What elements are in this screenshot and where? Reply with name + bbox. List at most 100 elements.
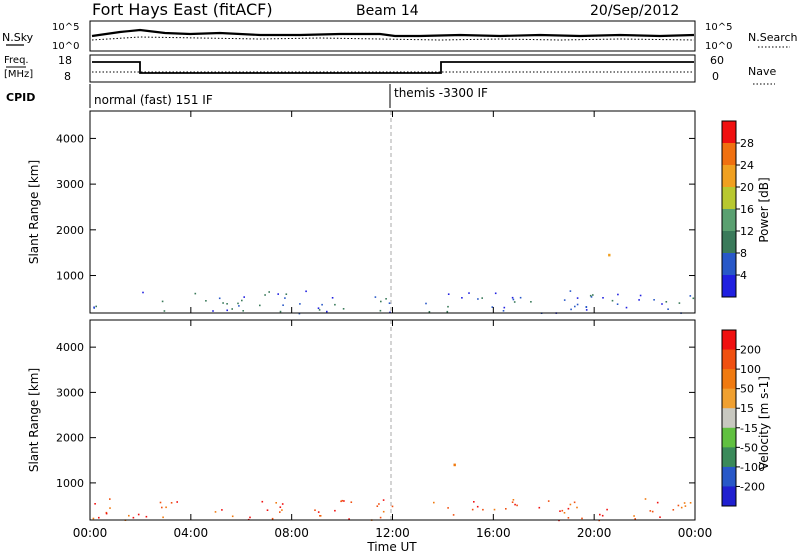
scatter-cell [447,305,449,308]
scatter-cell [98,516,100,519]
colorbar-swatch [722,209,736,232]
scatter-cell [482,508,484,511]
scatter-cell [611,299,614,302]
scatter-cell [176,501,178,503]
noise-sky-trace [91,28,695,38]
scatter-cell [659,516,661,518]
scatter-cell [644,498,647,500]
y-tick-label: 4000 [56,132,84,145]
scatter-cell [447,507,449,509]
scatter-cell [93,307,95,309]
scatter-cell [226,303,228,305]
scatter-cell [491,306,494,308]
scatter-cell [453,463,456,467]
scatter-cell [249,516,251,519]
noise-left-tick-low: 10^0 [52,41,79,52]
colorbar-tick-label: 16 [740,203,754,216]
scatter-cell [684,505,687,507]
power-ylabel: Slant Range [km] [27,160,41,264]
scatter-cell [589,294,592,297]
colorbar-tick-label: 50 [740,383,754,396]
scatter-cell [318,309,321,311]
scatter-cell [649,510,652,512]
scatter-cell [665,301,668,303]
scatter-cell [516,504,518,507]
freq-label-1: Freq. [4,55,29,66]
freq-left-tick-high: 18 [58,54,72,67]
time-axis-label: Time UT [366,540,417,554]
scatter-cell [661,303,663,305]
scatter-cell [476,505,479,508]
x-tick-label: 08:00 [274,526,309,540]
scatter-cell [242,310,244,312]
scatter-cell [299,303,301,305]
scatter-cell [608,253,611,257]
scatter-cell [667,308,669,310]
scatter-cell [105,511,108,514]
y-tick-label: 1000 [56,477,84,490]
scatter-cell [656,501,659,504]
scatter-cell [481,297,483,299]
scatter-cell [218,297,221,300]
date-title: 20/Sep/2012 [590,3,679,19]
scatter-cell [563,512,566,514]
scatter-cell [109,507,111,509]
scatter-cell [285,293,288,295]
cpid-label: CPID [6,91,35,104]
scatter-cell [519,296,522,299]
power-panel: 1000 2000 3000 4000 Slant Range [km] [27,110,696,315]
scatter-cell [132,516,135,519]
scatter-cell [385,298,387,300]
cpid-panel: CPID normal (fast) 151 IF themis -3300 I… [6,84,488,108]
x-tick-label: 00:00 [678,526,713,540]
y-tick-label: 2000 [56,432,84,445]
scatter-cell [165,506,167,509]
scatter-cell [461,297,463,299]
y-tick-label: 4000 [56,341,84,354]
scatter-cell [284,297,286,299]
scatter-cell [446,310,449,313]
scatter-cell [271,517,274,520]
scatter-cell [137,513,140,516]
scatter-cell [374,296,377,298]
freq-left-tick-low: 8 [64,70,71,83]
colorbar-swatch [722,143,736,166]
scatter-cell [298,312,301,315]
colorbar-frame [721,329,737,507]
colorbar-tick-label: -15 [740,422,758,435]
power-colorbar: 28 24 20 16 12 8 4 [721,120,754,298]
scatter-cell [105,512,108,515]
nave-label: Nave [748,65,776,78]
velocity-colorbar: 200 100 50 15 -15 -50 -100 -200 [721,329,765,507]
colorbar-tick-label: 15 [740,402,754,415]
scatter-cell [279,310,282,313]
scatter-cell [493,508,496,511]
colorbar-swatch [722,253,736,276]
velocity-y-ticks: 1000 2000 3000 4000 [56,341,695,490]
scatter-cell [692,297,695,300]
scatter-cell [340,500,342,503]
colorbar-tick-label: 8 [740,247,747,260]
scatter-cell [512,499,515,501]
scatter-cell [606,508,608,511]
scatter-cell [689,502,692,504]
scatter-cell [581,517,583,520]
scatter-cell [145,515,148,518]
scatter-cell [512,298,515,301]
scatter-cell [678,302,681,304]
scatter-cell [326,310,328,313]
scatter-cell [494,292,497,295]
colorbar-tick-label: 12 [740,225,754,238]
velocity-scatter-marks [92,463,692,522]
scatter-cell [471,508,474,511]
scatter-cell [342,308,345,310]
colorbar-tick-label: 4 [740,269,747,282]
scatter-cell [677,504,680,507]
scatter-cell [477,298,479,300]
scatter-cell [672,509,675,511]
scatter-cell [569,503,572,506]
scatter-cell [226,309,228,312]
scatter-cell [268,291,270,293]
colorbar-swatch [722,349,736,370]
scatter-cell [680,506,683,509]
